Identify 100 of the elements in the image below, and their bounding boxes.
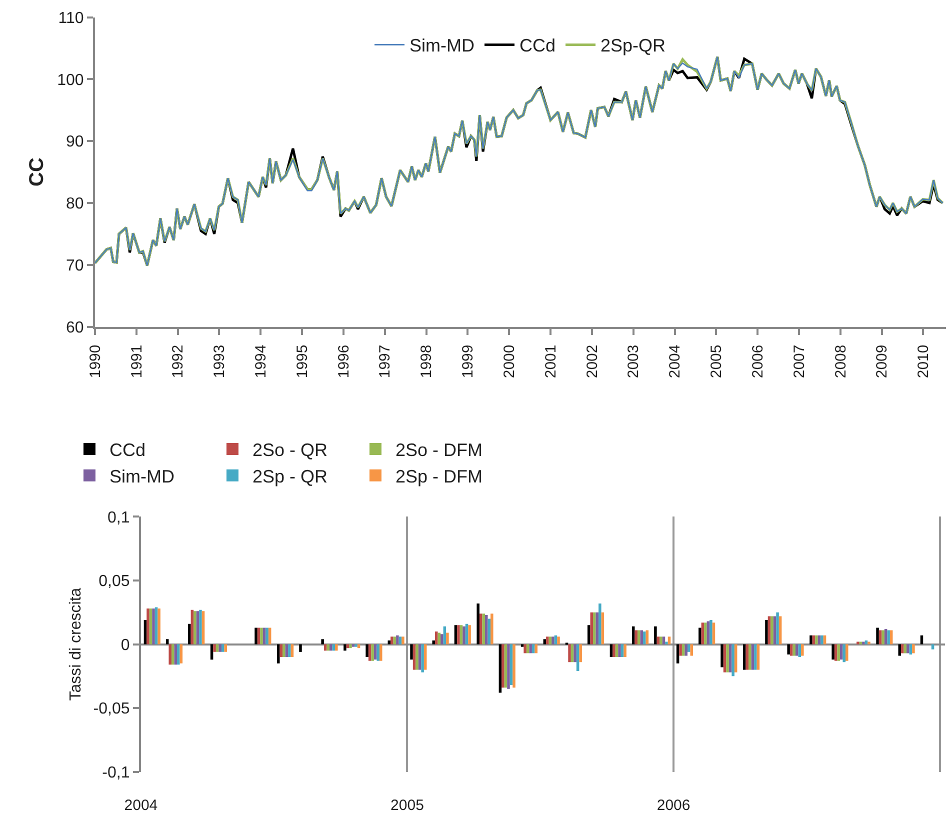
bar [543, 639, 546, 644]
bar [712, 622, 716, 644]
bar [684, 644, 688, 656]
bar [574, 644, 576, 662]
bar [882, 630, 884, 644]
bar [920, 635, 924, 644]
bar [276, 644, 280, 664]
bar [202, 611, 205, 644]
y-tick-label: 0,1 [108, 509, 130, 526]
bar [262, 628, 266, 644]
bar [376, 644, 380, 661]
bar [792, 644, 796, 656]
bar [587, 625, 590, 644]
bar [482, 614, 486, 644]
x-tick-label: 1993 [211, 344, 228, 378]
bar [906, 644, 910, 654]
bar [366, 644, 368, 658]
bar [457, 625, 460, 644]
bar [701, 622, 704, 644]
bar [344, 644, 346, 651]
legend-label: 2So - DFM [395, 440, 482, 460]
bar [662, 636, 666, 644]
bar [194, 611, 196, 644]
bar [177, 644, 180, 665]
bar [732, 644, 734, 676]
bar [224, 644, 227, 652]
x-tick-label: 2007 [790, 344, 808, 378]
bar [282, 644, 286, 658]
line-series [95, 56, 944, 266]
bar [770, 616, 774, 644]
legend-label: 2So - QR [252, 440, 328, 460]
x-tick-label: 1995 [294, 344, 311, 378]
legend-label: 2Sp - DFM [395, 466, 482, 486]
bar [842, 644, 846, 662]
bar [554, 635, 558, 644]
bar [534, 644, 538, 654]
legend-label: 2Sp - QR [252, 466, 328, 486]
bar [266, 628, 268, 644]
bar [174, 644, 178, 665]
bar [660, 636, 662, 644]
bar [180, 644, 183, 664]
bar [679, 644, 682, 656]
x-tick-label: 2005 [708, 344, 726, 378]
bar [901, 644, 904, 654]
x-tick-label: 2001 [542, 344, 560, 378]
bar [884, 628, 888, 644]
bar [634, 630, 638, 644]
bar [254, 628, 258, 644]
bar [815, 635, 818, 644]
bar [152, 608, 155, 644]
bar [601, 612, 604, 644]
legend-label: Sim-MD [410, 36, 474, 56]
bar [887, 630, 890, 644]
bar [832, 644, 834, 660]
bar [656, 636, 660, 644]
bar [837, 644, 840, 661]
bar [398, 636, 402, 644]
bar [371, 644, 374, 661]
legend-label: CCd [109, 440, 146, 460]
bar [751, 644, 754, 670]
x-tick-label: 1991 [128, 344, 146, 378]
bar [746, 644, 749, 670]
bar [485, 614, 488, 644]
bar [440, 634, 444, 644]
bar [144, 620, 147, 644]
bar [579, 644, 582, 662]
bar [868, 642, 870, 644]
bar [462, 626, 466, 644]
x-tick-label: 1996 [335, 344, 352, 378]
bar [390, 636, 394, 644]
x-tick-label: 1998 [418, 344, 436, 378]
bar [268, 628, 272, 644]
bar [498, 644, 502, 693]
y-tick-label: 0,05 [98, 573, 130, 590]
bar [710, 620, 712, 644]
bar [890, 630, 893, 644]
bar [557, 636, 560, 644]
x-tick-label: 2005 [390, 796, 424, 814]
bar [432, 640, 436, 644]
y-tick-label: 110 [58, 10, 84, 27]
x-tick-label: 2008 [832, 344, 850, 378]
bar [168, 644, 172, 665]
bar [801, 644, 804, 656]
bar [410, 644, 413, 660]
bar [465, 624, 468, 644]
bar [468, 625, 471, 644]
bar [787, 644, 790, 654]
bar [778, 616, 782, 644]
bar [596, 612, 599, 644]
bar [665, 642, 668, 644]
x-tick-label: 1994 [252, 344, 270, 378]
bar [158, 608, 160, 644]
bar [393, 636, 396, 644]
bar [590, 612, 594, 644]
bar [507, 644, 510, 689]
bar [898, 644, 902, 656]
bar [149, 608, 152, 644]
bar [412, 644, 416, 670]
y-tick-label: 100 [57, 72, 84, 89]
bar [878, 630, 882, 644]
